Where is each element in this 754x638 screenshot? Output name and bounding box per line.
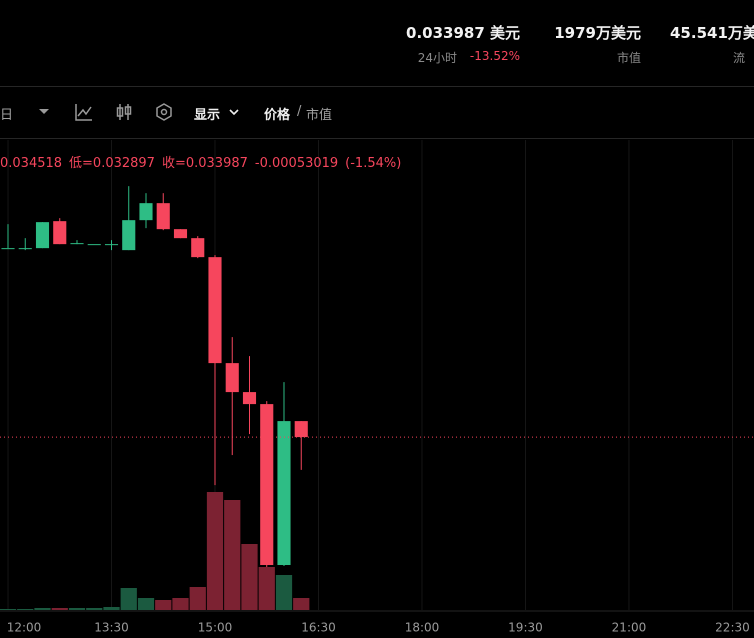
- market-cap-value: 1979万美元: [554, 24, 641, 42]
- candle-body: [242, 392, 257, 405]
- volume-bar: [224, 500, 241, 610]
- circulating-value: 45.541万美: [670, 24, 754, 42]
- volume-bar: [172, 598, 189, 610]
- volume-bar: [155, 600, 172, 610]
- volume-bar: [17, 609, 34, 610]
- x-tick-label: 18:00: [405, 621, 440, 635]
- volume-bar: [0, 609, 17, 610]
- volume-bar: [206, 492, 224, 610]
- candle-body: [225, 363, 239, 393]
- circulating-label: 流: [733, 51, 746, 65]
- volume-bar: [51, 608, 68, 610]
- market-cap-label: 市值: [616, 51, 641, 65]
- candle-body: [173, 229, 188, 239]
- ohlc-close: 收=0.033987: [161, 156, 248, 171]
- price-label: 24小时: [417, 51, 457, 65]
- volume-bar: [68, 608, 86, 610]
- price-toggle[interactable]: 价格: [264, 108, 291, 123]
- volume-bar: [137, 598, 155, 610]
- candle-body: [260, 404, 274, 566]
- candle-body: [87, 244, 101, 246]
- ohlc-high: 0.034518: [0, 156, 63, 171]
- x-tick-label: 13:30: [94, 621, 129, 635]
- candle-body: [156, 203, 170, 230]
- interval-button[interactable]: 日: [0, 108, 14, 123]
- ohlc-low: 低=0.032897: [69, 156, 155, 171]
- candle-body: [18, 248, 32, 250]
- candle-body: [277, 421, 291, 566]
- candle-body: [191, 238, 205, 258]
- divider: [0, 86, 754, 87]
- volume-bar: [103, 607, 120, 610]
- display-chevron[interactable]: [228, 106, 240, 118]
- candle-body: [208, 257, 222, 364]
- volume-bar: [293, 598, 310, 610]
- candle-body: [53, 221, 67, 245]
- interval-dropdown[interactable]: [38, 106, 50, 118]
- candle-body: [139, 203, 153, 221]
- candle-body: [122, 220, 136, 251]
- divider: [0, 138, 754, 139]
- candle-body: [104, 244, 119, 246]
- volume-bar: [34, 608, 51, 610]
- x-tick-label: 19:30: [508, 621, 543, 635]
- candle-body: [70, 243, 84, 245]
- price-change: -13.52%: [469, 49, 520, 63]
- x-tick-label: 15:00: [198, 621, 233, 635]
- volume-bar: [120, 588, 137, 610]
- toggle-separator: /: [297, 104, 302, 119]
- market-cap-toggle[interactable]: 市值: [306, 108, 333, 123]
- indicator-icon[interactable]: [154, 102, 174, 122]
- candle-body: [1, 248, 15, 250]
- candle-body: [35, 222, 50, 249]
- x-tick-label: 22:30: [715, 621, 750, 635]
- price-value: 0.033987 美元: [406, 24, 520, 42]
- ohlc-legend: 0.034518 低=0.032897 收=0.033987 -0.00053019 (…: [0, 152, 408, 171]
- volume-bar: [275, 575, 293, 610]
- x-tick-label: 12:00: [7, 621, 42, 635]
- volume-bar: [189, 587, 206, 610]
- volume-bar: [86, 608, 103, 610]
- x-tick-label: 21:00: [612, 621, 647, 635]
- display-button[interactable]: 显示: [194, 108, 221, 123]
- candle-icon[interactable]: [114, 102, 134, 122]
- candle-body: [294, 421, 308, 438]
- ohlc-change: -0.00053019: [254, 156, 339, 171]
- line-chart-icon[interactable]: [74, 102, 94, 122]
- volume-bar: [258, 567, 275, 610]
- volume-bar: [241, 544, 258, 610]
- x-tick-label: 16:30: [301, 621, 336, 635]
- ohlc-change-percent: (-1.54%): [345, 156, 402, 171]
